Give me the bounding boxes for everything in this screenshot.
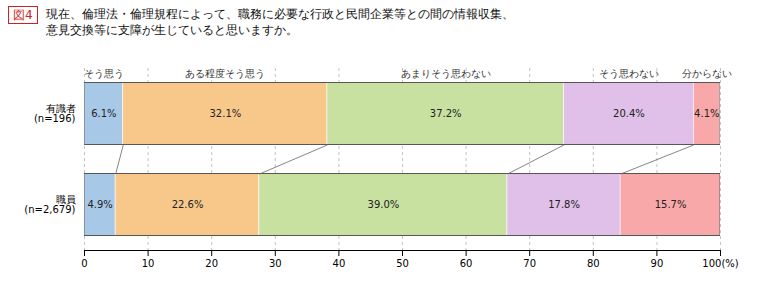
svg-text:そう思う: そう思う: [84, 68, 124, 79]
svg-text:そう思わない: そう思わない: [599, 68, 659, 79]
svg-text:22.6%: 22.6%: [172, 199, 204, 210]
html-text:現在、倫理法・倫理規程によって、職務に必要な行政と民間企業等: 現在、倫理法・倫理規程によって、職務に必要な行政と民間企業等との間の情報収集、 …: [45, 7, 514, 37]
svg-text:4.9%: 4.9%: [87, 199, 112, 210]
svg-text:20.4%: 20.4%: [613, 108, 645, 119]
svg-text:ある程度そう思う: ある程度そう思う: [185, 68, 265, 79]
svg-text:あまりそう思わない: あまりそう思わない: [401, 68, 491, 79]
html-text:図4: 図4: [13, 8, 33, 22]
svg-text:4.1%: 4.1%: [694, 108, 719, 119]
svg-text:10: 10: [142, 258, 155, 269]
svg-text:60: 60: [460, 258, 473, 269]
svg-text:30: 30: [269, 258, 282, 269]
svg-text:37.2%: 37.2%: [430, 108, 462, 119]
svg-text:20: 20: [205, 258, 218, 269]
svg-text:15.7%: 15.7%: [655, 199, 687, 210]
svg-text:70: 70: [523, 258, 536, 269]
svg-text:39.0%: 39.0%: [368, 199, 400, 210]
svg-text:50: 50: [396, 258, 409, 269]
svg-text:6.1%: 6.1%: [91, 108, 116, 119]
svg-text:17.8%: 17.8%: [548, 199, 580, 210]
svg-text:90: 90: [651, 258, 664, 269]
svg-text:80: 80: [587, 258, 600, 269]
svg-text:40: 40: [333, 258, 346, 269]
svg-text:32.1%: 32.1%: [209, 108, 241, 119]
svg-text:0: 0: [81, 258, 87, 269]
svg-text:職員(n=2,679): 職員(n=2,679): [24, 194, 75, 215]
svg-text:分からない: 分からない: [682, 68, 732, 79]
svg-text:有識者(n=196): 有識者(n=196): [34, 103, 76, 124]
svg-text:100(%): 100(%): [702, 258, 738, 269]
